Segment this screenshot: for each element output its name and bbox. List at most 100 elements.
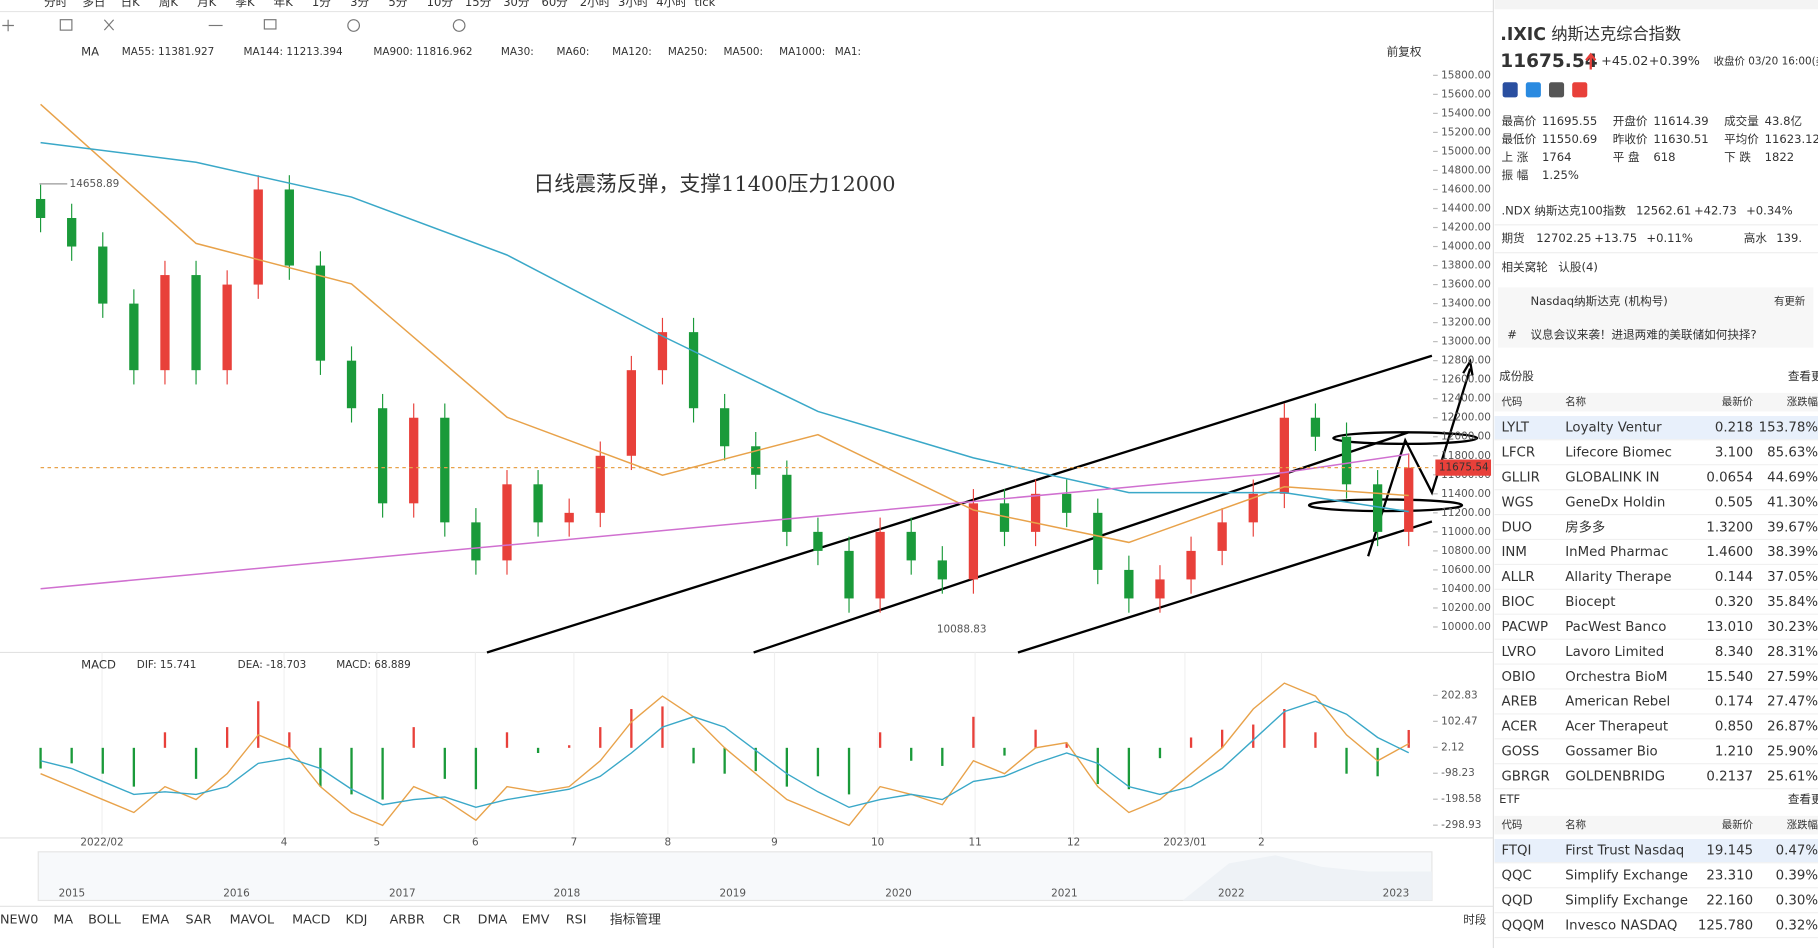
y-tick-label: 13200.00: [1441, 317, 1491, 329]
related-field: +0.34%: [1746, 203, 1792, 217]
y-tick-label: 12000.00: [1441, 431, 1491, 443]
indicator-tab[interactable]: SAR: [186, 913, 212, 928]
period-tab[interactable]: 月K: [197, 0, 217, 9]
table-cell: DUO: [1501, 520, 1532, 535]
table-cell: 44.69%: [1767, 470, 1818, 485]
indicator-tab[interactable]: BOLL: [88, 913, 122, 928]
related-field: +13.75: [1594, 231, 1637, 245]
indicator-tab[interactable]: MACD: [292, 913, 330, 928]
y-tick-label: 10400.00: [1441, 583, 1491, 595]
y-tick-label: 15400.00: [1441, 107, 1491, 119]
period-tab[interactable]: 3小时: [618, 0, 649, 9]
more-link[interactable]: 查看更: [1788, 792, 1818, 806]
period-tab[interactable]: 2小时: [580, 0, 611, 9]
indicator-tab[interactable]: NEW0: [0, 913, 38, 928]
table-cell: ACER: [1501, 720, 1537, 735]
candle-body: [253, 189, 263, 285]
table-cell: GLOBALINK IN: [1565, 470, 1659, 485]
adjust-button[interactable]: 前复权: [1387, 45, 1422, 59]
high-label: 14658.89: [70, 178, 120, 190]
table-cell: 13.010: [1706, 620, 1753, 635]
period-tab[interactable]: 季K: [235, 0, 255, 9]
candle-body: [471, 522, 481, 561]
candle-body: [1186, 550, 1196, 580]
indicator-tab[interactable]: EMA: [141, 913, 169, 928]
badge-icon: [1525, 82, 1541, 98]
y-tick-label: 14000.00: [1441, 241, 1491, 253]
period-tab[interactable]: 日K: [121, 0, 141, 9]
period-tab[interactable]: 1分: [312, 0, 331, 9]
annotation: 日线震荡反弹，支撑11400压力12000: [533, 172, 895, 196]
legend-entry: MA144: 11213.394: [243, 46, 343, 58]
period-tab[interactable]: 4小时: [656, 0, 687, 9]
period-button[interactable]: 时段: [1463, 913, 1487, 927]
overview-label: 2023: [1383, 888, 1410, 900]
y-tick-label: 15000.00: [1441, 145, 1491, 157]
candle-body: [657, 332, 668, 371]
period-tab[interactable]: 多日: [82, 0, 105, 9]
table-cell: American Rebel: [1565, 695, 1670, 710]
indicator-tab[interactable]: DMA: [478, 913, 508, 928]
y-tick-label: 11000.00: [1441, 526, 1491, 538]
period-tab[interactable]: 3分: [350, 0, 369, 9]
table-cell: 27.59%: [1767, 670, 1818, 685]
table-cell: 0.47%: [1776, 844, 1818, 859]
candle-body: [160, 275, 170, 371]
overview-label: 2019: [719, 888, 746, 900]
stat-value: 43.8亿: [1765, 114, 1802, 128]
indicator-tab[interactable]: ARBR: [390, 913, 425, 928]
symbol-name: 纳斯达克综合指数: [1551, 24, 1681, 43]
table-cell: 85.63%: [1767, 446, 1818, 461]
period-tab[interactable]: 60分: [541, 0, 568, 9]
indicator-tab[interactable]: 指标管理: [610, 913, 661, 928]
related-field: 139.: [1776, 231, 1802, 245]
period-tab[interactable]: 分时: [44, 0, 68, 9]
table-cell: GBRGR: [1501, 769, 1549, 784]
table-cell: PacWest Banco: [1565, 620, 1666, 635]
price: 11675.54: [1500, 51, 1597, 72]
candle-body: [222, 284, 232, 371]
x-tick-label: 5: [373, 837, 380, 849]
period-tab[interactable]: 10分: [427, 0, 454, 9]
table-cell: Orchestra BioM: [1565, 670, 1667, 685]
table-cell: 28.31%: [1767, 645, 1818, 660]
indicator-tab[interactable]: CR: [443, 913, 461, 928]
period-tab[interactable]: 5分: [388, 0, 407, 9]
candle-body: [1248, 493, 1258, 523]
y-tick-label: -198.58: [1441, 793, 1481, 805]
warrant-link[interactable]: 认股(4): [1558, 260, 1598, 274]
period-tab[interactable]: 30分: [503, 0, 530, 9]
y-tick-label: 12600.00: [1441, 374, 1491, 386]
table-cell: QQC: [1501, 869, 1531, 884]
indicator-tab[interactable]: MA: [53, 913, 73, 928]
indicator-tab[interactable]: MAVOL: [230, 913, 275, 928]
period-tab[interactable]: 周K: [159, 0, 179, 9]
period-tab[interactable]: 年K: [274, 0, 294, 9]
table-cell: 15.540: [1706, 670, 1753, 685]
candle-body: [67, 217, 77, 247]
icon: [263, 19, 277, 30]
indicator-tab[interactable]: RSI: [566, 913, 587, 928]
stat-label: 开盘价: [1613, 114, 1648, 128]
more-link[interactable]: 查看更: [1788, 369, 1818, 383]
table-cell: 153.78%: [1759, 421, 1818, 436]
arrow: [1367, 368, 1472, 557]
x-tick-label: 8: [665, 837, 672, 849]
legend-entry-inactive: MA120:: [612, 46, 652, 58]
table-header-bg: [1494, 392, 1818, 412]
table-cell: 0.144: [1715, 570, 1753, 585]
y-tick-label: 14400.00: [1441, 202, 1491, 214]
indicator-tab[interactable]: KDJ: [346, 913, 368, 928]
indicator-tab[interactable]: EMV: [522, 913, 550, 928]
x-tick-label: 2023/01: [1163, 837, 1206, 849]
y-tick-label: 14800.00: [1441, 164, 1491, 176]
table-cell: 25.90%: [1767, 745, 1818, 760]
legend-entry-inactive: MA30:: [501, 46, 534, 58]
period-tab[interactable]: 15分: [465, 0, 492, 9]
y-tick-label: 10000.00: [1441, 621, 1491, 633]
row-highlight: [1494, 839, 1818, 863]
icon: [103, 19, 115, 31]
table-cell: Invesco NASDAQ: [1565, 918, 1677, 933]
period-tab[interactable]: tick: [695, 0, 716, 9]
